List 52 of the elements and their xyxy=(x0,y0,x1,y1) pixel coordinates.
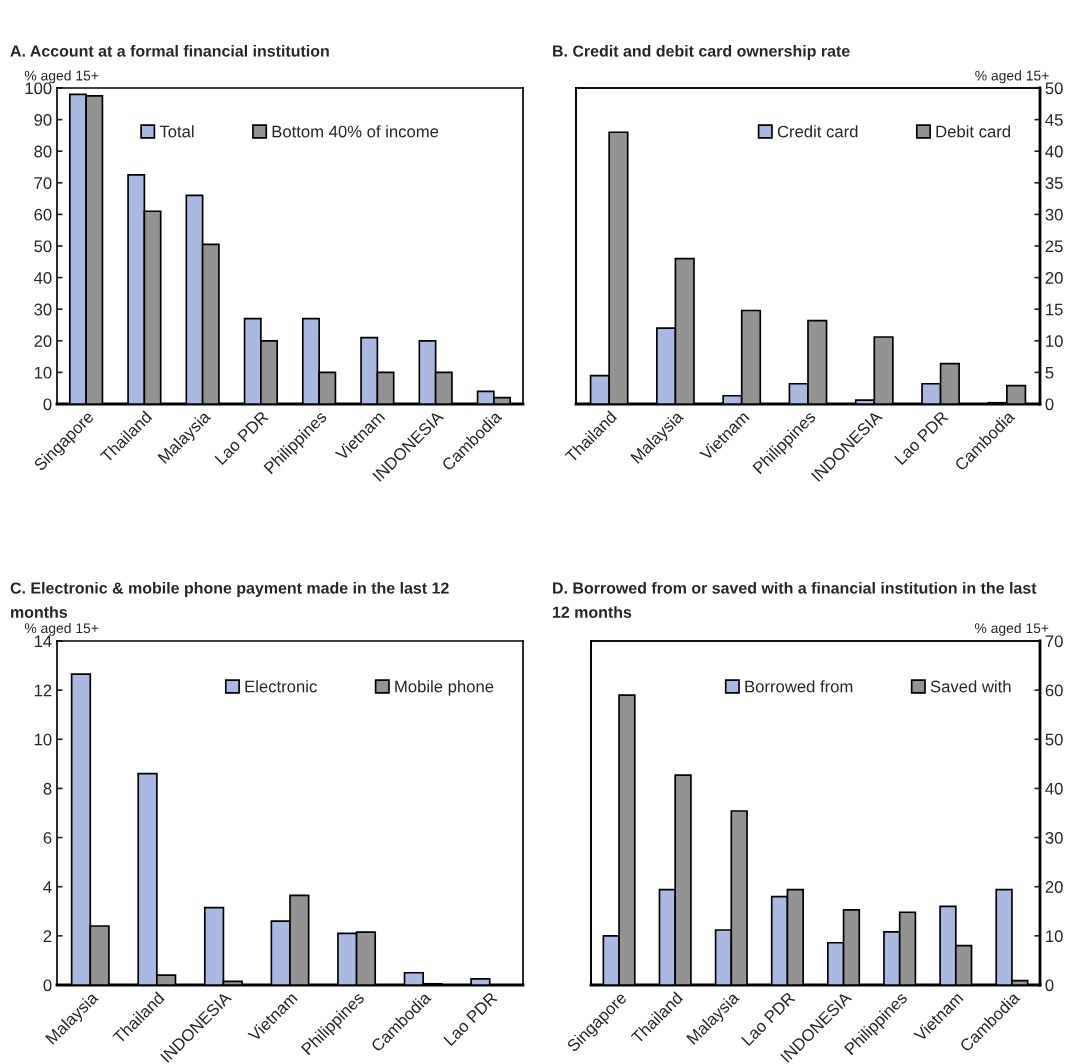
y2-tick-label: 15 xyxy=(1046,303,1063,316)
y-tick-label: 0 xyxy=(43,979,52,992)
y-tick-label: 40 xyxy=(33,272,52,284)
legend-label: Saved with xyxy=(930,680,1011,693)
y-tick-label: 90 xyxy=(34,114,52,126)
y-tick-label: 80 xyxy=(34,145,52,158)
chart-title: A. Account at a formal financial institution xyxy=(10,45,329,57)
legend-label: Electronic xyxy=(245,680,317,693)
y2-tick-label: 40 xyxy=(1045,145,1063,158)
y2-tick-label: 40 xyxy=(1045,782,1063,795)
y-tick-label: 100 xyxy=(25,82,52,95)
y2-tick-label: 30 xyxy=(1045,831,1063,844)
y-tick-label: 10 xyxy=(34,733,52,746)
y-tick-label: 30 xyxy=(34,303,52,316)
y-tick-label: 14 xyxy=(34,635,52,648)
y-tick-label: 60 xyxy=(34,208,52,221)
y-tick-label: 0 xyxy=(43,398,52,411)
y2-tick-label: 20 xyxy=(1045,881,1063,893)
y2-tick-label: 0 xyxy=(1045,979,1054,992)
y-tick-label: 8 xyxy=(43,782,52,795)
y2-tick-label: 35 xyxy=(1045,177,1063,189)
y2-tick-label: 10 xyxy=(1046,335,1063,347)
y2-axis-title: % aged 15+ xyxy=(974,622,1049,636)
y2-tick-label: 50 xyxy=(1045,82,1063,95)
y2-tick-label: 45 xyxy=(1045,114,1063,126)
y2-tick-label: 30 xyxy=(1045,208,1063,221)
chart-title: B. Credit and debit card ownership rate xyxy=(553,45,850,60)
y2-tick-label: 70 xyxy=(1045,635,1063,648)
y-tick-label: 70 xyxy=(34,177,52,189)
legend-label: Bottom 40% of income xyxy=(272,125,439,138)
legend-label: Mobile phone xyxy=(395,680,494,696)
y2-tick-label: 20 xyxy=(1045,272,1063,284)
y2-tick-label: 25 xyxy=(1045,240,1063,253)
y-tick-label: 10 xyxy=(34,366,52,379)
y-axis-title: % aged 15+ xyxy=(24,622,99,636)
y-tick-label: 12 xyxy=(34,684,52,697)
y-tick-label: 2 xyxy=(43,930,52,942)
y2-tick-label: 0 xyxy=(1045,398,1054,411)
y2-tick-label: 5 xyxy=(1045,366,1054,379)
y2-tick-label: 60 xyxy=(1045,684,1063,697)
y-tick-label: 20 xyxy=(34,335,52,347)
y-tick-label: 6 xyxy=(43,831,52,844)
legend-label: Credit card xyxy=(777,125,858,138)
y2-tick-label: 50 xyxy=(1045,733,1063,746)
chart-title: D. Borrowed from or saved with a financial institution in the last 12 months xyxy=(553,582,1037,618)
legend-label: Debit card xyxy=(936,125,1011,138)
chart-title: C. Electronic & mobile phone payment made in the last 12 months xyxy=(10,582,449,618)
y-tick-label: 50 xyxy=(34,240,52,253)
legend-label: Borrowed from xyxy=(745,680,853,693)
legend-label: Total xyxy=(159,125,194,138)
y-tick-label: 4 xyxy=(43,881,52,893)
y2-tick-label: 10 xyxy=(1046,930,1063,943)
